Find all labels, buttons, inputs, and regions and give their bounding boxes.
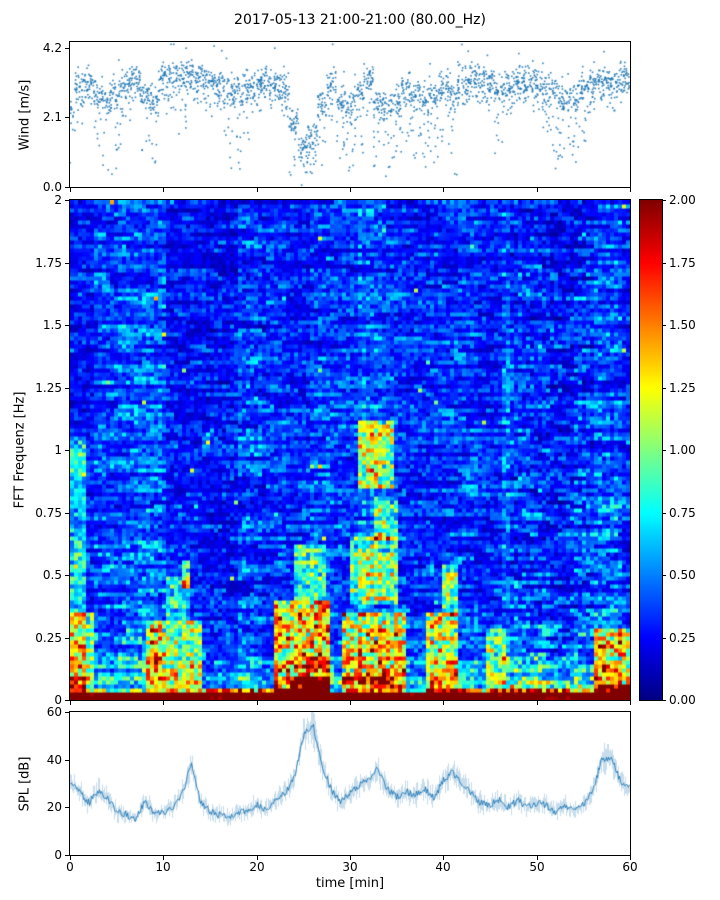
tick-label: 60 bbox=[622, 860, 638, 874]
spl-panel bbox=[69, 711, 631, 856]
tick-mark bbox=[630, 188, 631, 192]
tick-label: 0 bbox=[54, 848, 62, 862]
tick-label: 0 bbox=[66, 860, 74, 874]
figure-title: 2017-05-13 21:00-21:00 (80.00_Hz) bbox=[234, 12, 486, 28]
tick-mark bbox=[65, 117, 69, 118]
tick-label: 0.00 bbox=[669, 693, 696, 707]
tick-mark bbox=[65, 187, 69, 188]
tick-label: 60 bbox=[46, 705, 62, 719]
tick-label: 0.5 bbox=[42, 568, 62, 582]
tick-label: 0.75 bbox=[35, 505, 62, 520]
tick-label: 0 bbox=[54, 693, 62, 707]
tick-mark bbox=[350, 188, 351, 192]
tick-mark bbox=[70, 188, 71, 192]
tick-mark bbox=[662, 325, 666, 326]
tick-mark bbox=[65, 575, 69, 576]
tick-label: 1 bbox=[54, 443, 62, 457]
tick-mark bbox=[65, 513, 69, 514]
spectrogram-panel bbox=[69, 199, 631, 701]
tick-mark bbox=[630, 856, 631, 860]
tick-mark bbox=[662, 450, 666, 451]
tick-mark bbox=[443, 701, 444, 705]
tick-label: 1.00 bbox=[669, 443, 696, 457]
tick-mark bbox=[662, 263, 666, 264]
tick-label: 1.25 bbox=[35, 380, 62, 395]
tick-mark bbox=[65, 325, 69, 326]
tick-mark bbox=[70, 856, 71, 860]
tick-label: 1.50 bbox=[669, 318, 696, 332]
tick-label: 10 bbox=[155, 860, 171, 874]
tick-label: 1.75 bbox=[669, 255, 696, 270]
tick-mark bbox=[70, 701, 71, 705]
wind-panel bbox=[69, 41, 631, 188]
tick-mark bbox=[65, 638, 69, 639]
tick-mark bbox=[65, 48, 69, 49]
tick-mark bbox=[65, 760, 69, 761]
wind-scatter-canvas bbox=[70, 42, 630, 187]
tick-mark bbox=[350, 856, 351, 860]
tick-mark bbox=[257, 188, 258, 192]
tick-mark bbox=[65, 263, 69, 264]
tick-mark bbox=[662, 638, 666, 639]
tick-mark bbox=[65, 712, 69, 713]
x-axis-label: time [min] bbox=[315, 876, 385, 891]
tick-mark bbox=[65, 450, 69, 451]
tick-label: 30 bbox=[342, 860, 358, 874]
tick-mark bbox=[163, 856, 164, 860]
tick-label: 0.25 bbox=[669, 630, 696, 645]
tick-label: 40 bbox=[435, 860, 451, 874]
tick-mark bbox=[65, 855, 69, 856]
tick-label: 0.50 bbox=[669, 568, 696, 582]
tick-label: 2.1 bbox=[42, 110, 62, 125]
tick-label: 40 bbox=[46, 752, 62, 767]
tick-label: 2.00 bbox=[669, 193, 696, 207]
tick-mark bbox=[537, 701, 538, 705]
tick-mark bbox=[662, 513, 666, 514]
tick-mark bbox=[443, 188, 444, 192]
tick-label: 1.25 bbox=[669, 380, 696, 395]
tick-mark bbox=[662, 575, 666, 576]
tick-mark bbox=[662, 700, 666, 701]
colorbar-canvas bbox=[640, 200, 662, 700]
tick-label: 0.0 bbox=[42, 180, 62, 194]
tick-label: 0.75 bbox=[669, 505, 696, 520]
colorbar bbox=[639, 199, 663, 701]
tick-label: 0.25 bbox=[35, 630, 62, 645]
tick-label: 4.2 bbox=[42, 40, 62, 55]
tick-label: 20 bbox=[249, 860, 265, 874]
spectrogram-heatmap-canvas bbox=[70, 200, 630, 700]
tick-label: 50 bbox=[529, 860, 545, 874]
tick-mark bbox=[65, 200, 69, 201]
tick-label: 1.75 bbox=[35, 255, 62, 270]
tick-mark bbox=[630, 701, 631, 705]
tick-label: 20 bbox=[46, 800, 62, 815]
tick-mark bbox=[163, 701, 164, 705]
tick-mark bbox=[65, 700, 69, 701]
tick-mark bbox=[65, 807, 69, 808]
tick-mark bbox=[257, 856, 258, 860]
tick-mark bbox=[537, 188, 538, 192]
tick-mark bbox=[163, 188, 164, 192]
tick-mark bbox=[257, 701, 258, 705]
spl-line-canvas bbox=[70, 712, 630, 855]
tick-mark bbox=[350, 701, 351, 705]
tick-label: 1.5 bbox=[42, 318, 62, 332]
tick-label: 2 bbox=[54, 193, 62, 207]
tick-mark bbox=[537, 856, 538, 860]
tick-mark bbox=[443, 856, 444, 860]
tick-mark bbox=[65, 388, 69, 389]
tick-mark bbox=[662, 200, 666, 201]
tick-mark bbox=[662, 388, 666, 389]
